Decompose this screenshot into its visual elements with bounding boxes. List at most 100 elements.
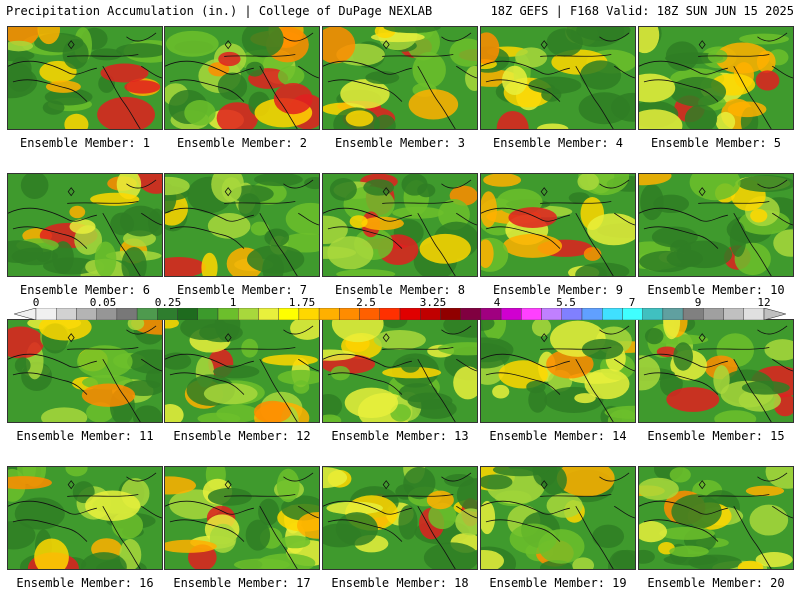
map-outline-6 xyxy=(772,358,793,372)
map-outline-2 xyxy=(12,372,88,395)
ensemble-map-11 xyxy=(7,319,163,423)
map-outline-3 xyxy=(698,494,770,497)
ensemble-map-4 xyxy=(480,26,636,130)
map-outline-3 xyxy=(382,54,454,57)
map-outline-1 xyxy=(481,500,570,515)
header-valid-time: 18Z GEFS | F168 Valid: 18Z SUN JUN 15 20… xyxy=(490,4,794,18)
map-outline-5 xyxy=(599,32,630,42)
colorbar-swatch xyxy=(703,308,724,320)
map-outline-6 xyxy=(141,358,162,372)
colorbar-swatch xyxy=(258,308,279,320)
map-outline-3 xyxy=(224,494,296,497)
map-outline-3 xyxy=(67,347,139,350)
ensemble-map-7 xyxy=(164,173,320,277)
colorbar-tick-label: 0.25 xyxy=(154,296,182,309)
map-outline-4 xyxy=(259,506,298,569)
map-outline-5 xyxy=(599,179,630,189)
ensemble-map-8 xyxy=(322,173,478,277)
map-outline-1 xyxy=(481,207,570,222)
colorbar-left-arrow-icon xyxy=(14,308,37,320)
colorbar-swatch xyxy=(521,308,542,320)
ensemble-member-label: Ensemble Member: 4 xyxy=(492,136,624,150)
ensemble-map-6 xyxy=(7,173,163,277)
map-outline-5 xyxy=(441,325,472,335)
ensemble-member-label: Ensemble Member: 18 xyxy=(331,576,469,590)
map-outline-1 xyxy=(323,207,412,222)
map-outline-4 xyxy=(733,359,772,422)
colorbar-tick-label: 3.25 xyxy=(419,296,447,309)
ensemble-map-2 xyxy=(164,26,320,130)
map-outline-4 xyxy=(575,359,614,422)
map-outline-6 xyxy=(456,358,477,372)
map-outline-5 xyxy=(283,32,314,42)
map-outline-4 xyxy=(102,359,141,422)
map-outline-5 xyxy=(599,325,630,335)
map-outline-6 xyxy=(298,358,319,372)
ensemble-map-17 xyxy=(164,466,320,570)
colorbar-swatch xyxy=(359,308,380,320)
map-outline-6 xyxy=(614,505,635,519)
map-outline-3 xyxy=(382,347,454,350)
map-outline-2 xyxy=(12,519,88,542)
map-outline-2 xyxy=(643,372,719,395)
map-outline-2 xyxy=(169,372,245,395)
ensemble-member-label: Ensemble Member: 11 xyxy=(16,429,154,443)
map-outline-5 xyxy=(126,472,157,482)
map-outline-6 xyxy=(141,505,162,519)
map-outline-1 xyxy=(323,60,412,75)
map-outline-6 xyxy=(772,505,793,519)
ensemble-member-label: Ensemble Member: 13 xyxy=(331,429,469,443)
ensemble-map-16 xyxy=(7,466,163,570)
station-marker-icon xyxy=(224,40,232,50)
colorbar-swatch xyxy=(743,308,765,320)
ensemble-member-label: Ensemble Member: 9 xyxy=(492,283,624,297)
station-marker-icon xyxy=(698,333,706,343)
ensemble-member-label: Ensemble Member: 15 xyxy=(647,429,785,443)
colorbar-tick-label: 1 xyxy=(229,296,237,309)
map-outline-3 xyxy=(224,54,296,57)
map-outline-5 xyxy=(283,179,314,189)
ensemble-map-20 xyxy=(638,466,794,570)
colorbar-swatch xyxy=(440,308,461,320)
map-outline-3 xyxy=(224,201,296,204)
map-outline-5 xyxy=(757,179,788,189)
colorbar-swatch xyxy=(136,308,158,320)
map-outline-2 xyxy=(327,519,403,542)
colorbar-swatch xyxy=(723,308,744,320)
ensemble-member-label: Ensemble Member: 8 xyxy=(334,283,466,297)
map-outline-3 xyxy=(540,201,612,204)
colorbar-swatch xyxy=(76,308,97,320)
map-outline-6 xyxy=(298,212,319,226)
map-outline-2 xyxy=(327,79,403,102)
map-outline-5 xyxy=(757,32,788,42)
ensemble-map-18 xyxy=(322,466,478,570)
map-outline-3 xyxy=(698,201,770,204)
colorbar-swatch xyxy=(56,308,77,320)
colorbar-tick-label: 4 xyxy=(493,296,501,309)
map-outline-6 xyxy=(772,212,793,226)
ensemble-member-label: Ensemble Member: 6 xyxy=(19,283,151,297)
map-outline-3 xyxy=(67,54,139,57)
map-outline-5 xyxy=(283,472,314,482)
station-marker-icon xyxy=(540,480,548,490)
map-outline-1 xyxy=(639,60,728,75)
map-outline-3 xyxy=(540,54,612,57)
station-marker-icon xyxy=(67,187,75,197)
map-outline-6 xyxy=(298,505,319,519)
map-outline-3 xyxy=(224,347,296,350)
map-outline-2 xyxy=(169,519,245,542)
map-outline-1 xyxy=(639,353,728,368)
map-outline-2 xyxy=(485,226,561,249)
station-marker-icon xyxy=(698,187,706,197)
map-outline-4 xyxy=(102,213,141,276)
map-outline-6 xyxy=(772,65,793,79)
ensemble-member-label: Ensemble Member: 1 xyxy=(19,136,151,150)
colorbar-swatch xyxy=(642,308,664,320)
ensemble-member-label: Ensemble Member: 10 xyxy=(647,283,785,297)
colorbar-swatch xyxy=(379,308,401,320)
map-outline-3 xyxy=(382,201,454,204)
colorbar-tick-label: 12 xyxy=(757,296,771,309)
map-outline-1 xyxy=(323,353,412,368)
map-outline-1 xyxy=(8,60,97,75)
map-outline-4 xyxy=(733,66,772,129)
